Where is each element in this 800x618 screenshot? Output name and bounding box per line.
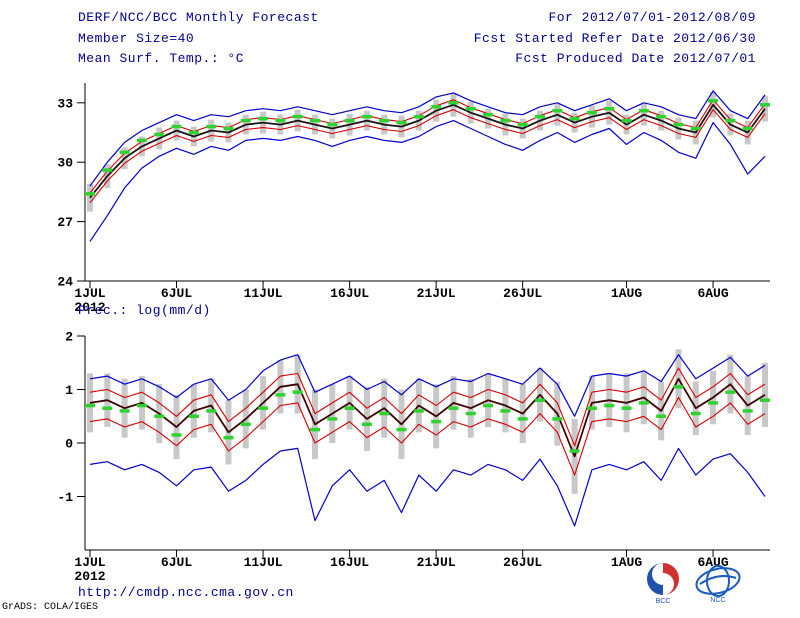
series-upper-quartile — [89, 367, 766, 447]
temperature-panel-label: Mean Surf. Temp.: °C — [78, 51, 245, 66]
forecast-range-label: For 2012/07/01-2012/08/09 — [548, 10, 756, 25]
x-tick-label: 6AUG — [697, 286, 728, 301]
series-members-max — [89, 354, 766, 417]
series-ensemble-mean — [89, 377, 766, 458]
x-tick-label: 1JUL — [74, 555, 105, 570]
refer-date-label: Fcst Started Refer Date 2012/06/30 — [473, 31, 756, 46]
x-tick-label: 21JUL — [417, 555, 456, 570]
x-tick-label: 16JUL — [330, 286, 369, 301]
member-size-label: Member Size=40 — [78, 31, 195, 46]
series-members-min — [89, 119, 766, 242]
series-ensemble-mean — [89, 103, 766, 199]
series-lower-quartile — [89, 109, 766, 204]
ncc-logo-icon: NCC — [695, 565, 741, 604]
series-members-max — [89, 90, 766, 187]
series-members-min — [89, 447, 766, 527]
y-tick-label: 27 — [57, 215, 73, 230]
page-title: DERF/NCC/BCC Monthly Forecast — [78, 10, 319, 25]
x-tick-label: 6JUL — [161, 555, 192, 570]
x-tick-label: 26JUL — [503, 286, 542, 301]
x-tick-label: 1AUG — [611, 555, 642, 570]
x-tick-sublabel: 2012 — [74, 569, 105, 584]
y-tick-label: 2 — [65, 330, 73, 345]
y-tick-label: 1 — [65, 383, 73, 398]
x-tick-label: 11JUL — [244, 286, 283, 301]
y-tick-label: 33 — [57, 96, 73, 111]
x-tick-sublabel: 2012 — [74, 300, 105, 315]
y-tick-label: 30 — [57, 156, 73, 171]
produced-date-label: Fcst Produced Date 2012/07/01 — [515, 51, 756, 66]
x-tick-label: 21JUL — [417, 286, 456, 301]
svg-text:NCC: NCC — [710, 597, 725, 604]
y-tick-label: -1 — [57, 490, 73, 505]
series-upper-quartile — [89, 99, 766, 194]
x-tick-label: 6JUL — [161, 286, 192, 301]
series-lower-quartile — [89, 396, 766, 476]
grads-credit: GrADS: COLA/IGES — [2, 602, 99, 613]
x-tick-label: 1AUG — [611, 286, 642, 301]
x-tick-label: 11JUL — [244, 555, 283, 570]
y-tick-label: 24 — [57, 275, 73, 290]
series-climatology-marker — [85, 99, 770, 196]
y-tick-label: 0 — [65, 437, 73, 452]
precip-panel-label: Prec.: log(mm/d) — [78, 303, 211, 318]
source-url: http://cmdp.ncc.cma.gov.cn — [78, 585, 294, 600]
series-climatology-marker — [85, 385, 770, 453]
x-tick-label: 26JUL — [503, 555, 542, 570]
series-member-spread — [87, 91, 768, 212]
svg-text:BCC: BCC — [656, 598, 671, 604]
x-tick-label: 1JUL — [74, 286, 105, 301]
x-tick-label: 16JUL — [330, 555, 369, 570]
bcc-logo-icon: BCC — [647, 563, 679, 604]
